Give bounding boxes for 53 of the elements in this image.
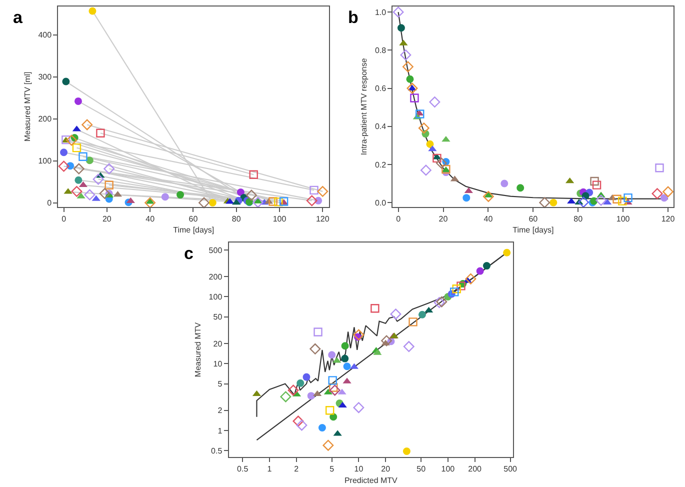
x-tick-label: 100	[616, 214, 630, 224]
x-tick-label: 20	[438, 214, 448, 224]
x-tick-label: 120	[316, 214, 330, 224]
x-tick-label: 20	[102, 214, 112, 224]
x-tick-label: 0.5	[237, 464, 249, 474]
y-tick-label: 20	[213, 339, 223, 348]
y-tick-label: 200	[208, 272, 223, 282]
y-axis-title: Intra-patient MTV response	[360, 58, 369, 156]
y-tick-label: 100	[38, 156, 52, 166]
x-tick-label: 40	[484, 214, 494, 224]
x-tick-label: 100	[272, 214, 287, 224]
x-tick-label: 0	[396, 214, 402, 224]
x-tick-label: 60	[188, 214, 198, 224]
y-tick-label: 10	[213, 359, 223, 368]
y-axis-title: Measured MTV	[194, 322, 203, 378]
y-tick-label: 0.0	[374, 198, 387, 208]
x-tick-label: 80	[232, 214, 242, 224]
x-tick-label: 80	[574, 214, 584, 224]
x-tick-label: 5	[330, 464, 335, 474]
x-tick-label: 60	[528, 214, 538, 224]
x-tick-label: 120	[661, 214, 676, 224]
x-tick-label: 1	[267, 464, 272, 474]
y-axis-title: Measured MTV [ml]	[22, 72, 32, 142]
x-tick-label: 2	[294, 464, 300, 474]
x-axis-title: Time [days]	[512, 226, 554, 235]
y-tick-label: 0.2	[374, 160, 387, 170]
y-tick-label: 200	[38, 114, 52, 124]
chart-title: c	[184, 244, 194, 263]
x-tick-label: 500	[504, 464, 518, 474]
y-tick-label: 0.6	[374, 84, 387, 94]
x-axis-title: Predicted MTV	[344, 476, 398, 485]
y-tick-label: 0.8	[374, 46, 387, 55]
y-tick-label: 100	[208, 292, 223, 302]
y-tick-label: 5	[218, 380, 223, 389]
y-tick-label: 400	[38, 30, 52, 40]
x-tick-label: 50	[416, 464, 426, 474]
y-tick-label: 0.4	[374, 122, 387, 132]
y-tick-label: 1	[218, 426, 223, 436]
x-tick-label: 100	[441, 464, 456, 474]
y-tick-label: 0	[47, 198, 52, 208]
x-tick-label: 0	[62, 214, 67, 224]
y-tick-label: 50	[213, 312, 223, 322]
x-tick-label: 40	[146, 214, 156, 224]
y-tick-label: 300	[38, 72, 52, 82]
chart-title: a	[13, 8, 23, 27]
x-tick-label: 200	[468, 464, 482, 474]
x-axis-title: Time [days]	[173, 226, 214, 235]
y-tick-label: 500	[208, 246, 223, 255]
x-tick-label: 10	[354, 464, 364, 474]
chart-title: b	[348, 8, 358, 27]
y-tick-label: 1.0	[374, 8, 387, 17]
y-tick-label: 0.5	[211, 446, 223, 456]
y-tick-label: 2	[218, 406, 223, 416]
